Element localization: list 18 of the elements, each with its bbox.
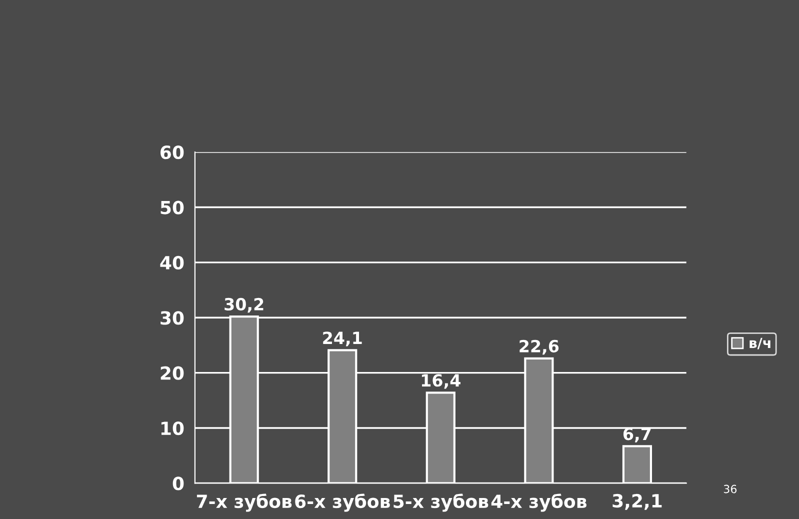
- y-tick-label: 0: [172, 476, 184, 490]
- y-tick-label: 50: [160, 200, 184, 214]
- y-tick-label: 30: [160, 311, 184, 325]
- text: 36: [724, 484, 737, 494]
- y-tick-label: 60: [160, 146, 184, 160]
- data-label: 22,6: [520, 340, 559, 355]
- x-tick-label: 7-х зубов: [196, 494, 292, 512]
- x-tick-label: 3,2,1: [612, 494, 662, 510]
- y-tick-label: 20: [160, 366, 184, 380]
- legend-label: в/ч: [750, 338, 770, 350]
- y-tick-label: 10: [161, 421, 184, 436]
- data-label: 16,4: [422, 374, 460, 389]
- x-tick-label: 4-х зубов: [491, 494, 586, 512]
- y-tick-label: 40: [160, 256, 184, 270]
- x-tick-label: 5-х зубов: [394, 494, 488, 512]
- data-label: 24,1: [323, 332, 362, 346]
- data-label: 30,2: [224, 298, 264, 313]
- x-tick-label: 6-х зубов: [295, 494, 390, 512]
